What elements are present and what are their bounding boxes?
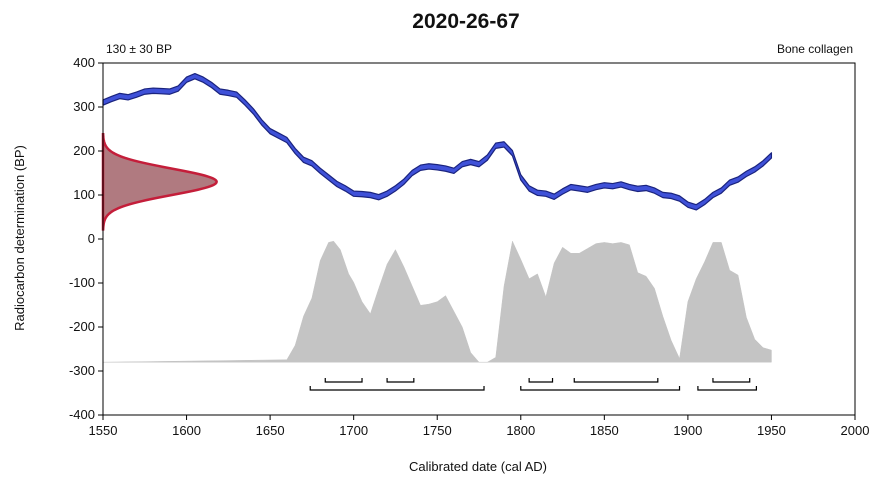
x-tick-label: 1800 bbox=[506, 423, 535, 438]
range-bracket-inner bbox=[573, 378, 659, 383]
y-tick-label: 200 bbox=[73, 143, 95, 158]
x-tick-label: 1900 bbox=[673, 423, 702, 438]
y-tick-label: -300 bbox=[69, 363, 95, 378]
y-axis-label: Radiocarbon determination (BP) bbox=[12, 145, 27, 331]
plot-area bbox=[101, 72, 773, 391]
chart-title: 2020-26-67 bbox=[412, 10, 519, 33]
x-tick-label: 1850 bbox=[590, 423, 619, 438]
range-bracket-inner bbox=[324, 378, 363, 383]
range-bracket-outer bbox=[520, 386, 681, 391]
y-axis: 400 300 200 100 0 -100 -200 -300 -400 bbox=[69, 55, 103, 422]
x-tick-label: 1550 bbox=[89, 423, 118, 438]
x-tick-label: 1700 bbox=[339, 423, 368, 438]
y-tick-label: -200 bbox=[69, 319, 95, 334]
y-tick-label: 300 bbox=[73, 99, 95, 114]
measurement-label: 130 ± 30 BP bbox=[106, 42, 172, 56]
range-bracket-outer bbox=[309, 386, 485, 391]
x-tick-label: 1950 bbox=[757, 423, 786, 438]
measurement-distribution bbox=[101, 133, 218, 231]
posterior-distribution bbox=[102, 240, 772, 363]
x-tick-label: 2000 bbox=[841, 423, 870, 438]
x-tick-label: 1750 bbox=[423, 423, 452, 438]
x-axis: 1550 1600 1650 1700 1750 1800 1850 1900 1950 2000 bbox=[89, 415, 870, 438]
x-tick-label: 1600 bbox=[172, 423, 201, 438]
y-tick-label: -100 bbox=[69, 275, 95, 290]
y-tick-label: 400 bbox=[73, 55, 95, 70]
x-axis-label: Calibrated date (cal AD) bbox=[409, 459, 547, 474]
range-bracket-inner bbox=[386, 378, 415, 383]
sample-material-label: Bone collagen bbox=[777, 42, 853, 56]
range-bracket-outer bbox=[697, 386, 758, 391]
range-bracket-inner bbox=[712, 378, 751, 383]
x-tick-label: 1650 bbox=[256, 423, 285, 438]
calibration-curve-band bbox=[102, 72, 773, 211]
range-bracket-inner bbox=[528, 378, 554, 383]
calibrated-ranges bbox=[309, 378, 758, 391]
y-tick-label: -400 bbox=[69, 407, 95, 422]
y-tick-label: 100 bbox=[73, 187, 95, 202]
y-tick-label: 0 bbox=[88, 231, 95, 246]
